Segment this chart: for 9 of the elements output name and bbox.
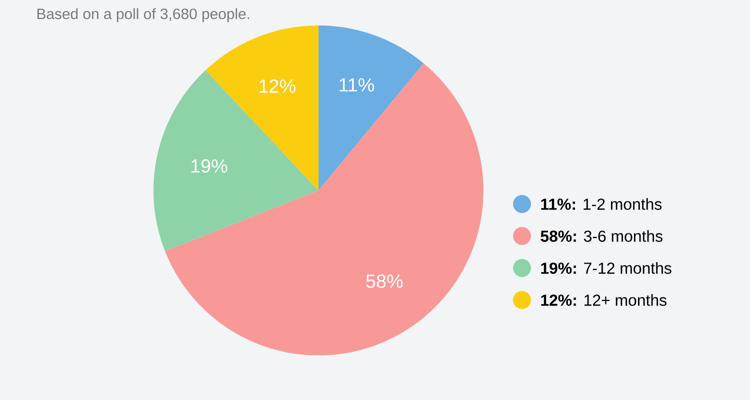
data-label: 12% — [260, 79, 296, 93]
data-label: 58% — [366, 274, 403, 288]
data-label: 19% — [191, 159, 228, 173]
legend-label: 12%: 12+ months — [541, 294, 666, 306]
legend-label: 11%: 1-2 months — [541, 198, 662, 210]
legend-label: 58%: 3-6 months — [540, 230, 662, 242]
data-label: 11% — [340, 78, 374, 92]
legend-label: 19%: 7-12 months — [541, 262, 672, 274]
chart-subtitle: Based on a poll of 3,680 people. — [37, 8, 250, 22]
